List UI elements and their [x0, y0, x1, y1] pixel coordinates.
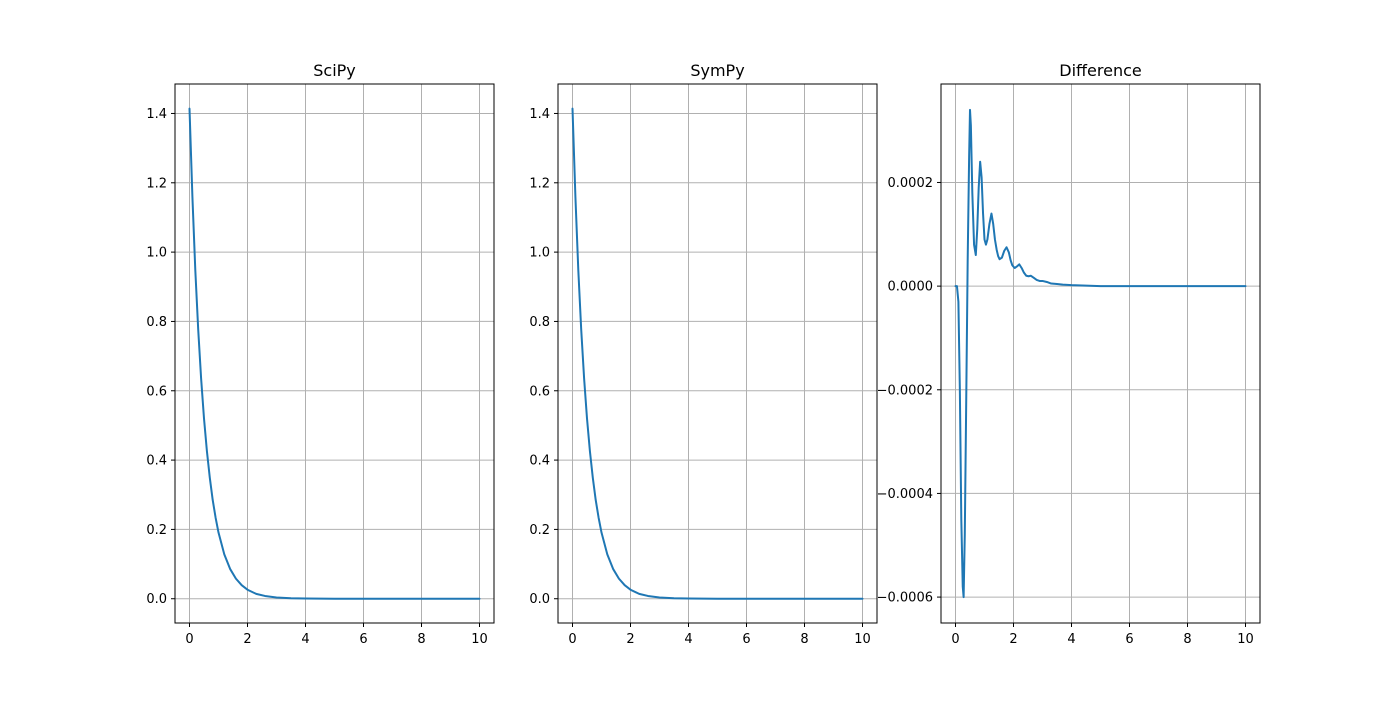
grid-lines	[558, 84, 877, 623]
subplot-difference: 0 2 4 6 8 10 −0.0006 −0.0004 −0.0002 0.0000 0.0002…	[877, 61, 1261, 647]
series-layer	[188, 107, 481, 600]
x-tick-label: 2	[243, 632, 251, 647]
y-tick-label: 0.0000	[888, 280, 934, 295]
y-tick-label: 0.0002	[888, 176, 934, 191]
series-line	[188, 107, 481, 600]
x-tick-label: 6	[1125, 632, 1133, 647]
series-line	[954, 108, 1247, 599]
subplot-sympy: 0 2 4 6 8 10 0.0 0.2 0.4 0.6 0.8 1.0 1.2 1.4 SymPy	[529, 61, 878, 647]
x-tick-label: 10	[1237, 632, 1254, 647]
y-tick-label: −0.0004	[877, 487, 933, 502]
x-tick-label: 10	[471, 632, 488, 647]
grid-lines	[941, 84, 1260, 623]
x-tick-label: 6	[359, 632, 367, 647]
x-tick-label: 8	[1183, 632, 1191, 647]
x-tick-label: 6	[742, 632, 750, 647]
y-tick-label: 1.2	[146, 176, 167, 191]
subplot-title: SciPy	[313, 61, 356, 80]
y-tick-label: 1.0	[146, 246, 167, 261]
x-tick-label: 4	[1067, 632, 1075, 647]
subplot-scipy: 0 2 4 6 8 10 0.0 0.2 0.4 0.6 0.8 1.0 1.2 1.4 SciPy	[146, 61, 495, 647]
x-tick-label: 2	[626, 632, 634, 647]
x-tick-label: 4	[684, 632, 692, 647]
x-tick-label: 10	[854, 632, 871, 647]
grid-lines	[175, 84, 494, 623]
y-tick-label: 0.6	[529, 384, 550, 399]
y-tick-label: −0.0002	[877, 383, 933, 398]
x-tick-label: 4	[301, 632, 309, 647]
x-tick-label: 0	[951, 632, 959, 647]
x-tick-label: 0	[568, 632, 576, 647]
tick-layer: 0 2 4 6 8 10 0.0 0.2 0.4 0.6 0.8 1.0 1.2 1.4	[146, 107, 487, 647]
axes-frame	[940, 83, 1261, 624]
y-tick-label: 0.4	[529, 454, 550, 469]
x-tick-label: 2	[1009, 632, 1017, 647]
series-layer	[954, 108, 1247, 599]
y-tick-label: 0.4	[146, 454, 167, 469]
tick-layer: 0 2 4 6 8 10 0.0 0.2 0.4 0.6 0.8 1.0 1.2 1.4	[529, 107, 870, 647]
y-tick-label: 0.2	[529, 523, 550, 538]
axes-frame	[557, 83, 878, 624]
y-tick-label: 1.2	[529, 176, 550, 191]
x-tick-label: 8	[417, 632, 425, 647]
series-layer	[571, 107, 864, 600]
x-tick-label: 8	[800, 632, 808, 647]
subplot-title: SymPy	[690, 61, 744, 80]
y-tick-label: 0.8	[529, 315, 550, 330]
subplot-title: Difference	[1059, 61, 1141, 80]
y-tick-label: 0.0	[146, 592, 167, 607]
axes-frame	[174, 83, 495, 624]
y-tick-label: 0.8	[146, 315, 167, 330]
series-line	[571, 107, 864, 600]
x-tick-label: 0	[185, 632, 193, 647]
y-tick-label: −0.0006	[877, 591, 933, 606]
y-tick-label: 1.0	[529, 246, 550, 261]
y-tick-label: 0.0	[529, 592, 550, 607]
y-tick-label: 0.2	[146, 523, 167, 538]
y-tick-label: 1.4	[529, 107, 550, 122]
y-tick-label: 1.4	[146, 107, 167, 122]
y-tick-label: 0.6	[146, 384, 167, 399]
tick-layer: 0 2 4 6 8 10 −0.0006 −0.0004 −0.0002 0.0000 0.0002	[877, 176, 1254, 647]
